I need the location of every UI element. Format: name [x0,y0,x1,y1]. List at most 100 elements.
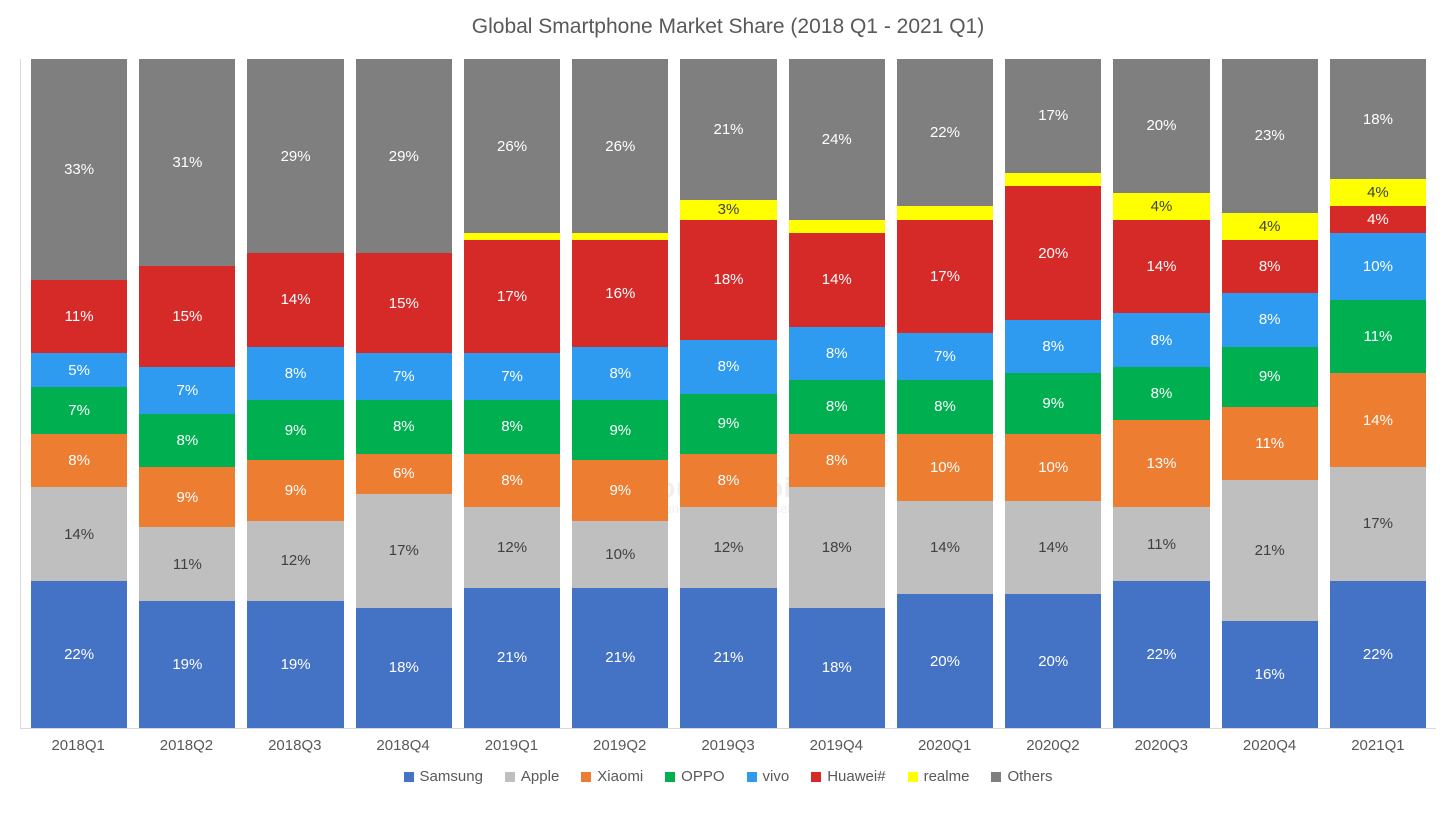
x-axis-tick-label: 2020Q4 [1221,737,1317,754]
bar-segment: 7% [356,353,452,400]
segment-value-label: 8% [1151,386,1173,401]
segment-value-label: 10% [605,547,635,562]
bar-segment: 7% [464,353,560,400]
chart-title: Global Smartphone Market Share (2018 Q1 … [20,15,1436,39]
bar-segment: 9% [1005,373,1101,433]
bar-segment: 14% [31,487,127,581]
bar-segment: 10% [1330,233,1426,300]
segment-value-label: 13% [1146,456,1176,471]
x-axis-tick-label: 2019Q1 [463,737,559,754]
segment-value-label: 17% [1363,516,1393,531]
bar-segment: 8% [31,434,127,488]
bar-segment: 4% [1330,206,1426,233]
segment-value-label: 9% [1259,369,1281,384]
segment-value-label: 16% [605,286,635,301]
bar-segment: 9% [139,467,235,527]
bar-segment: 4% [1222,213,1318,240]
segment-value-label: 11% [1147,537,1176,552]
segment-value-label: 6% [393,466,415,481]
legend-swatch [747,772,757,782]
legend-item: Xiaomi [581,768,643,785]
stacked-bar: 18%17%6%8%7%15%29% [356,59,452,728]
segment-value-label: 11% [173,557,202,572]
segment-value-label: 17% [930,269,960,284]
segment-value-label: 22% [1363,647,1393,662]
bar-segment: 21% [572,588,668,728]
segment-value-label: 14% [1363,413,1393,428]
segment-value-label: 8% [501,473,523,488]
segment-value-label: 23% [1255,128,1285,143]
bar-group: 18%17%6%8%7%15%29% [356,59,452,728]
bar-segment: 33% [31,59,127,280]
segment-value-label: 10% [1363,259,1393,274]
bar-segment: 6% [356,454,452,494]
segment-value-label: 8% [826,453,848,468]
bar-segment: 8% [680,454,776,508]
bar-segment: 21% [1222,480,1318,620]
bar-group: 20%14%10%8%7%17%2%22% [897,59,993,728]
segment-value-label: 18% [389,660,419,675]
bar-segment: 15% [356,253,452,353]
bar-group: 21%10%9%9%8%16%1%26% [572,59,668,728]
segment-value-label: 18% [822,540,852,555]
x-axis-tick-label: 2021Q1 [1330,737,1426,754]
stacked-bar: 18%18%8%8%8%14%2%24% [789,59,885,728]
legend-item: Huawei# [811,768,885,785]
bar-segment: 4% [1330,179,1426,206]
segment-value-label: 31% [172,155,202,170]
legend-item: Apple [505,768,559,785]
segment-value-label: 14% [1038,540,1068,555]
segment-value-label: 15% [172,309,202,324]
segment-value-label: 8% [177,433,199,448]
bar-segment: 8% [1222,240,1318,294]
segment-value-label: 8% [826,399,848,414]
segment-value-label: 22% [1146,647,1176,662]
bar-segment: 20% [1005,594,1101,728]
bar-segment: 12% [464,507,560,587]
legend-label: realme [924,768,970,785]
segment-value-label: 12% [497,540,527,555]
bar-segment: 10% [572,521,668,588]
segment-value-label: 3% [718,202,740,217]
bar-group: 21%12%8%9%8%18%3%21% [680,59,776,728]
bar-segment: 17% [1005,59,1101,173]
bar-segment: 18% [1330,59,1426,179]
segment-value-label: 8% [718,473,740,488]
x-axis-tick-label: 2018Q1 [30,737,126,754]
bar-segment: 22% [897,59,993,206]
bar-segment: 8% [1222,293,1318,347]
segment-value-label: 18% [714,272,744,287]
bar-group: 20%14%10%9%8%20%2%17% [1005,59,1101,728]
bar-segment: 26% [572,59,668,233]
segment-value-label: 12% [714,540,744,555]
bar-group: 19%12%9%9%8%14%29% [247,59,343,728]
bar-segment: 17% [356,494,452,608]
bar-segment: 22% [1330,581,1426,728]
segment-value-label: 21% [605,650,635,665]
bar-segment: 14% [1113,220,1209,314]
segment-value-label: 9% [1042,396,1064,411]
segment-value-label: 18% [1363,112,1393,127]
legend-label: Samsung [420,768,483,785]
legend-swatch [505,772,515,782]
segment-value-label: 8% [1151,333,1173,348]
segment-value-label: 5% [68,363,90,378]
bar-segment: 11% [31,280,127,354]
bar-segment: 8% [680,340,776,394]
segment-value-label: 4% [1367,212,1389,227]
stacked-bar: 19%12%9%9%8%14%29% [247,59,343,728]
bar-group: 22%11%13%8%8%14%4%20% [1113,59,1209,728]
bar-segment: 7% [139,367,235,414]
segment-value-label: 20% [1038,246,1068,261]
legend-item: OPPO [665,768,724,785]
segment-value-label: 8% [609,366,631,381]
bar-segment: 8% [247,347,343,401]
segment-value-label: 29% [389,149,419,164]
segment-value-label: 22% [64,647,94,662]
bar-segment: 29% [247,59,343,253]
bar-segment: 3% [680,200,776,220]
segment-value-label: 26% [497,139,527,154]
segment-value-label: 14% [1146,259,1176,274]
stacked-bar: 22%14%8%7%5%11%33% [31,59,127,728]
segment-value-label: 12% [281,553,311,568]
